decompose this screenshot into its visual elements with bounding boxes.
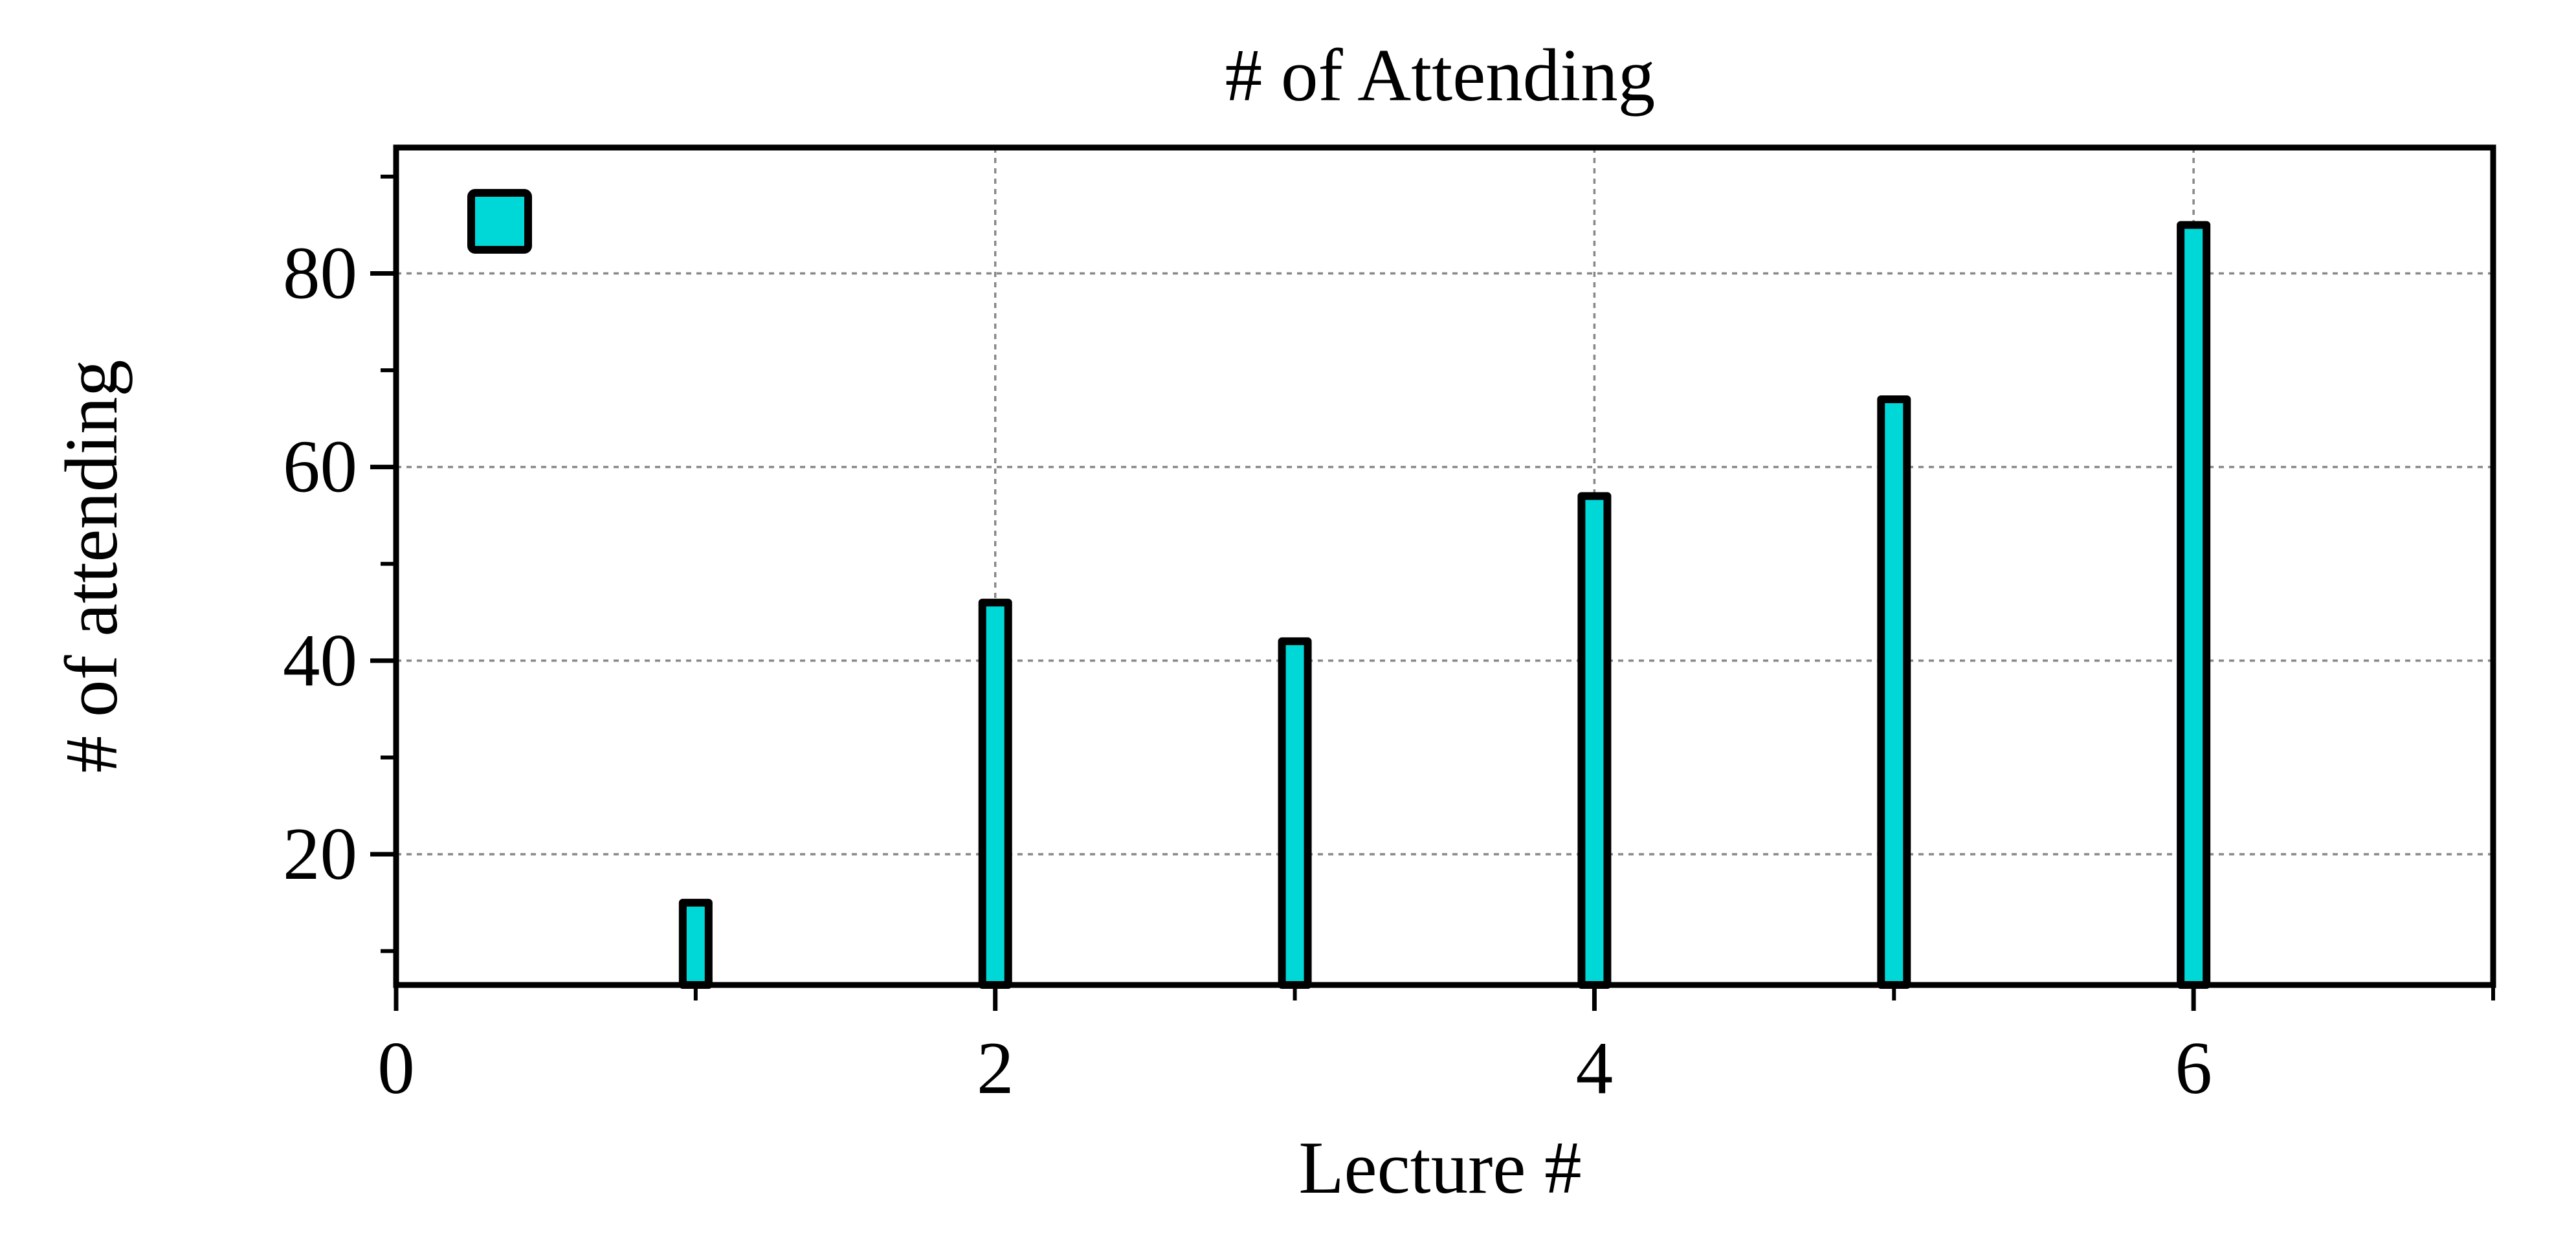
bar-lecture-3: [1278, 637, 1312, 989]
legend-swatch: [467, 189, 532, 254]
x-axis-label: Lecture #: [1298, 1127, 1581, 1209]
x-tick-label: 2: [977, 1027, 1014, 1109]
ticks-layer: 20 40 60 80 0 2 4 6: [283, 174, 2495, 1109]
y-tick-label: 20: [283, 813, 357, 895]
legend: [467, 189, 532, 254]
y-axis-label: # of attending: [50, 360, 133, 773]
x-tick-label: 6: [2175, 1027, 2212, 1109]
bar-lecture-5: [1877, 395, 1911, 989]
x-tick-label: 4: [1576, 1027, 1614, 1109]
bar-lecture-1: [678, 898, 713, 989]
bar-lecture-4: [1577, 492, 1612, 989]
bar-lecture-2: [978, 599, 1012, 989]
plot-frame: [393, 144, 2496, 988]
x-tick-label: 0: [377, 1027, 415, 1109]
y-tick-label: 80: [283, 232, 357, 314]
y-tick-label: 60: [283, 426, 357, 508]
bar-lecture-6: [2177, 221, 2211, 989]
y-tick-label: 40: [283, 619, 357, 702]
chart-title: # of Attending: [1225, 34, 1655, 116]
bars-layer: [678, 221, 2211, 989]
